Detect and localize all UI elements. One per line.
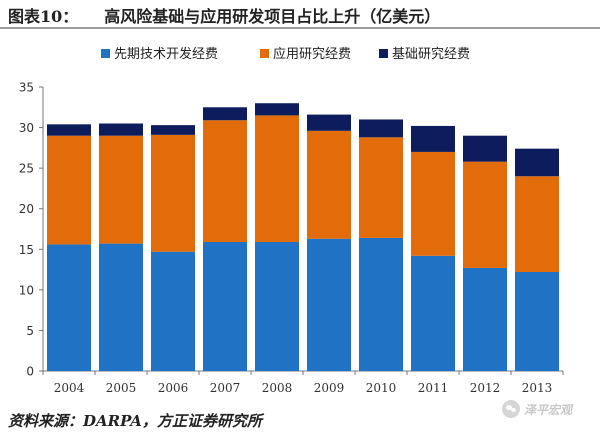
y-tick-label: 15 — [19, 243, 34, 257]
legend-label: 应用研究经费 — [273, 46, 351, 62]
x-tick-label: 2012 — [470, 381, 501, 395]
bar-segment — [255, 115, 299, 242]
bar-segment — [411, 125, 455, 152]
legend-swatch — [260, 49, 269, 58]
bar-segment — [203, 120, 247, 242]
source-note: 资料来源：DARPA，方正证券研究所 — [8, 412, 262, 430]
bar-segment — [307, 130, 351, 239]
bar-segment — [151, 134, 195, 252]
legend-label: 先期技术开发经费 — [114, 46, 218, 62]
figure-title-text: 高风险基础与应用研发项目占比上升（亿美元） — [104, 7, 441, 26]
x-tick-label: 2004 — [54, 381, 85, 395]
watermark: 泽平宏观 — [502, 400, 572, 418]
title-divider — [0, 27, 600, 29]
y-tick-label: 25 — [19, 162, 34, 176]
bar-segment — [515, 272, 559, 371]
bar-segment — [151, 251, 195, 371]
bar-segment — [515, 148, 559, 177]
bar-segment — [463, 161, 507, 268]
bar-segment — [359, 237, 403, 371]
bar-segment — [99, 135, 143, 244]
watermark-text: 泽平宏观 — [524, 402, 573, 417]
chart-bars — [47, 103, 559, 371]
y-tick-label: 0 — [26, 365, 34, 379]
bar-segment — [99, 243, 143, 371]
bar-segment — [99, 123, 143, 136]
bar-segment — [255, 103, 299, 116]
x-tick-label: 2005 — [106, 381, 137, 395]
bar-segment — [411, 151, 455, 256]
bar-segment — [47, 124, 91, 136]
figure-title: 图表10： 高风险基础与应用研发项目占比上升（亿美元） — [8, 3, 440, 27]
x-tick-label: 2007 — [210, 381, 241, 395]
bar-segment — [151, 125, 195, 135]
y-tick-label: 20 — [19, 202, 34, 216]
bar-segment — [411, 255, 455, 371]
bar-segment — [515, 176, 559, 273]
x-tick-label: 2008 — [262, 381, 293, 395]
wechat-logo-icon — [502, 400, 520, 418]
bar-segment — [307, 114, 351, 131]
y-tick-label: 10 — [19, 283, 34, 297]
bar-segment — [463, 135, 507, 162]
x-tick-label: 2006 — [158, 381, 189, 395]
x-tick-label: 2010 — [366, 381, 397, 395]
figure-label: 图表10： — [8, 7, 79, 26]
bar-segment — [47, 244, 91, 371]
chart-axes: 0 5 10 15 20 25 30 35 2004 2005 2006 2007 2008 2009 20… — [19, 81, 564, 395]
bar-segment — [203, 241, 247, 371]
bar-segment — [463, 267, 507, 371]
bar-segment — [307, 238, 351, 371]
bar-segment — [255, 241, 299, 371]
chart-legend: 先期技术开发经费 应用研究经费 基础研究经费 — [101, 46, 470, 62]
bar-segment — [47, 135, 91, 245]
x-tick-label: 2011 — [418, 381, 449, 395]
bar-segment — [359, 137, 403, 238]
y-tick-label: 30 — [19, 121, 34, 135]
legend-label: 基础研究经费 — [392, 47, 470, 62]
x-tick-label: 2013 — [522, 381, 553, 395]
x-tick-label: 2009 — [314, 381, 345, 395]
y-tick-label: 35 — [19, 81, 34, 95]
bar-segment — [359, 119, 403, 138]
bar-segment — [203, 107, 247, 121]
legend-swatch — [379, 49, 388, 58]
y-tick-label: 5 — [26, 324, 34, 338]
legend-swatch — [101, 49, 110, 58]
